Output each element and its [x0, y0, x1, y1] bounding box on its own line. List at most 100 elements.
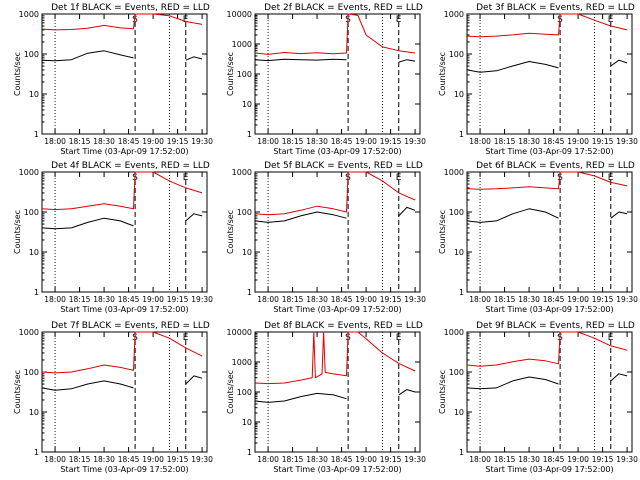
chart-title: Det 8f BLACK = Events, RED = LLD: [264, 321, 423, 331]
x-axis-label: Start Time (03-Apr-09 17:52:00): [485, 147, 613, 156]
chart-title: Det 7f BLACK = Events, RED = LLD: [51, 321, 210, 331]
x-tick-label: 18:15: [282, 455, 304, 464]
x-tick-label: 18:00: [469, 295, 491, 304]
x-tick-label: 19:30: [616, 455, 638, 464]
plot-frame: [466, 13, 633, 135]
y-tick-label: 1: [34, 130, 39, 139]
x-axis-label: Start Time (03-Apr-09 17:52:00): [273, 465, 401, 474]
x-tick-label: 18:45: [543, 455, 565, 464]
series-line-lld: [254, 13, 416, 55]
x-tick-label: 19:30: [616, 137, 638, 146]
series-line-events: [41, 50, 203, 62]
series-line-lld: [466, 13, 628, 38]
x-tick-label: 18:45: [118, 137, 140, 146]
chart-title: Det 5f BLACK = Events, RED = LLD: [264, 161, 423, 171]
y-tick-label: 100: [237, 388, 252, 397]
y-tick-label: 10: [454, 408, 464, 417]
x-tick-label: 18:30: [518, 455, 540, 464]
y-tick-label: 10: [29, 248, 39, 257]
x-tick-label: 18:45: [118, 295, 140, 304]
x-tick-label: 18:15: [69, 455, 91, 464]
y-tick-label: 1000: [444, 168, 464, 177]
panel-2: Det 2f BLACK = Events, RED = LLD 1 10 100 10…: [226, 3, 426, 156]
y-tick-label: 1000: [19, 168, 39, 177]
chart-title: Det 6f BLACK = Events, RED = LLD: [476, 161, 635, 171]
x-tick-label: 19:00: [355, 295, 377, 304]
x-tick-label: 19:00: [567, 137, 589, 146]
series-line-lld: [41, 171, 203, 211]
x-tick-label: 19:00: [142, 295, 164, 304]
series-line-events: [41, 213, 203, 230]
x-axis-label: Start Time (03-Apr-09 17:52:00): [273, 147, 401, 156]
y-axis-label: Counts/sec: [438, 210, 447, 254]
y-axis-label: Counts/sec: [226, 210, 235, 254]
marker-label-e: E: [183, 173, 189, 183]
x-tick-label: 19:15: [592, 295, 614, 304]
x-tick-label: 19:30: [404, 455, 426, 464]
y-tick-label: 100: [449, 368, 464, 377]
x-tick-label: 19:00: [142, 455, 164, 464]
series-line-events: [466, 373, 628, 390]
marker-label-e: E: [608, 173, 614, 183]
plot-frame: [254, 13, 421, 135]
y-tick-label: 1000: [444, 328, 464, 337]
x-axis-label: Start Time (03-Apr-09 17:52:00): [60, 305, 188, 314]
series-line-lld: [41, 331, 203, 374]
x-tick-label: 18:15: [282, 137, 304, 146]
y-tick-label: 1: [459, 288, 464, 297]
x-tick-label: 18:45: [543, 137, 565, 146]
series-line-lld: [466, 171, 628, 190]
x-tick-label: 18:30: [518, 295, 540, 304]
x-tick-label: 18:15: [494, 455, 516, 464]
y-tick-label: 1: [459, 448, 464, 457]
x-tick-label: 19:15: [167, 295, 189, 304]
series-line-events: [41, 375, 203, 391]
x-tick-label: 18:00: [469, 137, 491, 146]
y-tick-label: 100: [237, 208, 252, 217]
y-tick-label: 1: [459, 130, 464, 139]
chart-title: Det 1f BLACK = Events, RED = LLD: [51, 3, 210, 13]
x-tick-label: 19:00: [142, 137, 164, 146]
x-tick-label: 18:00: [257, 455, 279, 464]
x-tick-label: 19:30: [191, 295, 213, 304]
y-tick-label: 100: [24, 368, 39, 377]
plot-frame: [466, 331, 633, 453]
x-tick-label: 19:15: [380, 137, 402, 146]
y-tick-label: 10000: [227, 328, 252, 337]
plot-frame: [466, 171, 633, 293]
x-tick-label: 19:15: [592, 455, 614, 464]
y-tick-label: 1: [34, 448, 39, 457]
x-tick-label: 19:30: [404, 137, 426, 146]
y-axis-label: Counts/sec: [226, 370, 235, 414]
series-line-events: [254, 58, 416, 63]
y-tick-label: 10: [242, 418, 252, 427]
y-axis-label: Counts/sec: [438, 370, 447, 414]
y-tick-label: 1: [247, 288, 252, 297]
y-axis-label: Counts/sec: [226, 52, 235, 96]
x-tick-label: 19:15: [167, 455, 189, 464]
x-axis-label: Start Time (03-Apr-09 17:52:00): [273, 305, 401, 314]
panel-4: Det 4f BLACK = Events, RED = LLD 1 10 100 10…: [13, 161, 213, 314]
marker-label-e: E: [183, 333, 189, 343]
plot-frame: [41, 171, 208, 293]
series-line-lld: [466, 331, 628, 367]
x-tick-label: 18:30: [306, 295, 328, 304]
x-tick-label: 19:30: [404, 295, 426, 304]
x-tick-label: 19:30: [191, 137, 213, 146]
x-tick-label: 18:30: [306, 137, 328, 146]
x-tick-label: 19:00: [355, 455, 377, 464]
panel-9: Det 9f BLACK = Events, RED = LLD 1 10 100 10…: [438, 321, 638, 474]
y-tick-label: 1000: [19, 10, 39, 19]
x-tick-label: 19:30: [191, 455, 213, 464]
plot-frame: [254, 331, 421, 453]
y-tick-label: 10: [454, 248, 464, 257]
plot-frame: [41, 13, 208, 135]
y-tick-label: 10: [29, 90, 39, 99]
panel-3: Det 3f BLACK = Events, RED = LLD 1 10 100 10…: [438, 3, 638, 156]
x-tick-label: 19:30: [616, 295, 638, 304]
x-axis-label: Start Time (03-Apr-09 17:52:00): [485, 465, 613, 474]
x-tick-label: 19:15: [380, 455, 402, 464]
y-axis-label: Counts/sec: [13, 370, 22, 414]
x-tick-label: 18:30: [93, 295, 115, 304]
